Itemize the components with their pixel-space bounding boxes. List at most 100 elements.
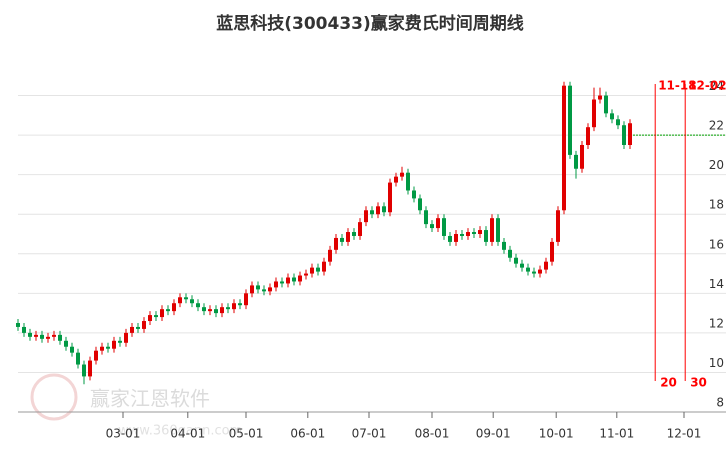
candle-body (250, 285, 254, 294)
candle-body (544, 261, 548, 270)
candle-body (190, 299, 194, 304)
candle-body (364, 210, 368, 223)
candle-body (460, 234, 464, 236)
candle-body (328, 249, 332, 262)
candle-body (172, 303, 176, 312)
y-tick-label: 22 (709, 119, 724, 133)
x-tick-label: 09-01 (476, 427, 511, 441)
candle-body (418, 198, 422, 211)
candle-body (454, 234, 458, 242)
y-tick-label: 10 (709, 356, 724, 370)
candle-body (148, 315, 152, 322)
candle-body (622, 125, 626, 145)
candle-body (514, 257, 518, 264)
candle-body (256, 285, 260, 290)
candle-body (406, 172, 410, 191)
time-marker-top-label: 11-18 (658, 79, 696, 93)
candle-body (64, 340, 68, 347)
candle-body (412, 190, 416, 199)
candle-body (442, 218, 446, 236)
candle-body (568, 85, 572, 155)
time-marker-top-label: 12-02 (688, 79, 726, 93)
candle-body (154, 315, 158, 318)
candle-body (88, 360, 92, 377)
candle-body (136, 326, 140, 329)
candle-body (400, 172, 404, 177)
watermark-url: www.360gann.com (118, 424, 242, 439)
watermark-text: 赢家江恩软件 (90, 387, 210, 411)
x-tick-label: 03-01 (106, 427, 141, 441)
candle-body (508, 249, 512, 258)
candle-body (232, 303, 236, 310)
candle-body (70, 346, 74, 353)
candle-body (574, 154, 578, 169)
candle-body (106, 346, 110, 349)
candle-body (466, 232, 470, 236)
candle-body (310, 267, 314, 274)
candle-body (16, 323, 20, 327)
candle-body (586, 127, 590, 145)
candle-body (22, 326, 26, 333)
candle-body (370, 210, 374, 215)
candle-body (304, 273, 308, 276)
candle-body (46, 336, 50, 339)
candle-body (130, 326, 134, 333)
candle-body (352, 232, 356, 236)
x-tick-label: 04-01 (170, 427, 205, 441)
candle-body (208, 309, 212, 312)
candle-body (94, 350, 98, 361)
candle-body (322, 261, 326, 272)
candle-body (562, 85, 566, 211)
candle-body (382, 206, 386, 213)
candle-body (34, 334, 38, 337)
candle-body (340, 237, 344, 242)
candle-body (184, 297, 188, 300)
candle-body (274, 281, 278, 288)
candle-body (550, 241, 554, 262)
candle-body (556, 210, 560, 242)
candle-body (346, 232, 350, 242)
candle-body (478, 230, 482, 234)
candle-body (538, 269, 542, 274)
candle-body (502, 241, 506, 250)
candle-body (628, 123, 632, 145)
candle-body (604, 95, 608, 114)
candle-body (124, 332, 128, 343)
candle-body (28, 332, 32, 337)
candle-body (142, 321, 146, 329)
candle-body (196, 303, 200, 308)
x-tick-label: 11-01 (599, 427, 634, 441)
candle-body (610, 113, 614, 120)
time-marker-bottom-label: 30 (690, 376, 707, 390)
candle-body (472, 232, 476, 234)
candle-body (388, 182, 392, 213)
x-tick-label: 12-01 (667, 427, 702, 441)
candle-body (244, 293, 248, 306)
candle-body (532, 271, 536, 274)
candle-body (598, 95, 602, 100)
candle-body (280, 281, 284, 284)
x-tick-label: 06-01 (290, 427, 325, 441)
candle-body (76, 352, 80, 365)
candle-body (238, 303, 242, 306)
y-tick-label: 8 (716, 396, 724, 410)
watermark: 赢家江恩软件 www.360gann.com (30, 373, 242, 439)
candle-body (484, 230, 488, 242)
x-tick-label: 08-01 (415, 427, 450, 441)
candle-body (166, 309, 170, 312)
candle-body (268, 287, 272, 292)
candle-body (58, 334, 62, 341)
candle-body (112, 340, 116, 349)
candle-body (394, 176, 398, 183)
candle-body (178, 297, 182, 304)
candle-body (616, 119, 620, 126)
candle-body (496, 218, 500, 242)
candle-body (292, 277, 296, 282)
y-tick-label: 24 (709, 79, 724, 93)
y-tick-label: 12 (709, 316, 724, 330)
candle-body (448, 235, 452, 242)
candle-body (160, 309, 164, 318)
candle-body (202, 307, 206, 312)
candle-body (40, 334, 44, 339)
